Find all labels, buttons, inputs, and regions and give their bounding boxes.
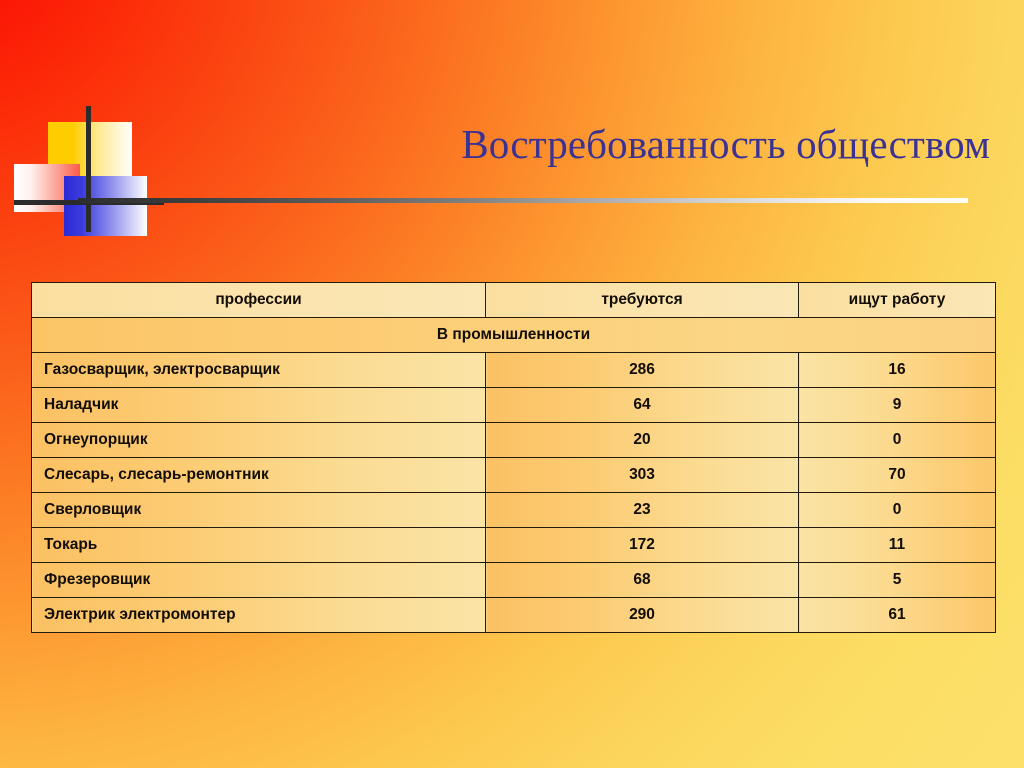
- cell-profession: Огнеупорщик: [31, 422, 486, 458]
- column-header-professions: профессии: [31, 282, 486, 318]
- decor-vertical-rule: [86, 106, 91, 232]
- data-table-container: профессии требуются ищут работу В промыш…: [31, 282, 996, 633]
- table-row: Наладчик 64 9: [31, 387, 996, 423]
- cell-required: 286: [485, 352, 799, 388]
- cell-required: 23: [485, 492, 799, 528]
- table-header-row: профессии требуются ищут работу: [31, 282, 996, 318]
- gradient-square-blue-icon: [64, 176, 147, 236]
- section-header-industry: В промышленности: [31, 317, 996, 353]
- table-row: Огнеупорщик 20 0: [31, 422, 996, 458]
- cell-seeking: 0: [798, 422, 996, 458]
- cell-required: 172: [485, 527, 799, 563]
- cell-profession: Фрезеровщик: [31, 562, 486, 598]
- cell-profession: Наладчик: [31, 387, 486, 423]
- cell-profession: Слесарь, слесарь-ремонтник: [31, 457, 486, 493]
- cell-seeking: 70: [798, 457, 996, 493]
- title-separator: [78, 198, 968, 203]
- decorative-square-group: [14, 104, 194, 236]
- table-row: Газосварщик, электросварщик 286 16: [31, 352, 996, 388]
- cell-seeking: 5: [798, 562, 996, 598]
- cell-seeking: 16: [798, 352, 996, 388]
- cell-required: 64: [485, 387, 799, 423]
- cell-seeking: 9: [798, 387, 996, 423]
- cell-profession: Сверловщик: [31, 492, 486, 528]
- column-header-seeking: ищут работу: [798, 282, 996, 318]
- cell-profession: Электрик электромонтер: [31, 597, 486, 633]
- cell-seeking: 0: [798, 492, 996, 528]
- cell-required: 20: [485, 422, 799, 458]
- cell-seeking: 61: [798, 597, 996, 633]
- table-row: Электрик электромонтер 290 61: [31, 597, 996, 633]
- cell-required: 303: [485, 457, 799, 493]
- table-row: Токарь 172 11: [31, 527, 996, 563]
- cell-profession: Токарь: [31, 527, 486, 563]
- page-title: Востребованность обществом: [461, 121, 990, 167]
- cell-required: 68: [485, 562, 799, 598]
- column-header-required: требуются: [485, 282, 799, 318]
- professions-table: профессии требуются ищут работу В промыш…: [31, 282, 996, 633]
- cell-required: 290: [485, 597, 799, 633]
- table-row: Фрезеровщик 68 5: [31, 562, 996, 598]
- cell-profession: Газосварщик, электросварщик: [31, 352, 486, 388]
- table-row: Слесарь, слесарь-ремонтник 303 70: [31, 457, 996, 493]
- table-row: Сверловщик 23 0: [31, 492, 996, 528]
- table-section-header-row: В промышленности: [31, 317, 996, 353]
- cell-seeking: 11: [798, 527, 996, 563]
